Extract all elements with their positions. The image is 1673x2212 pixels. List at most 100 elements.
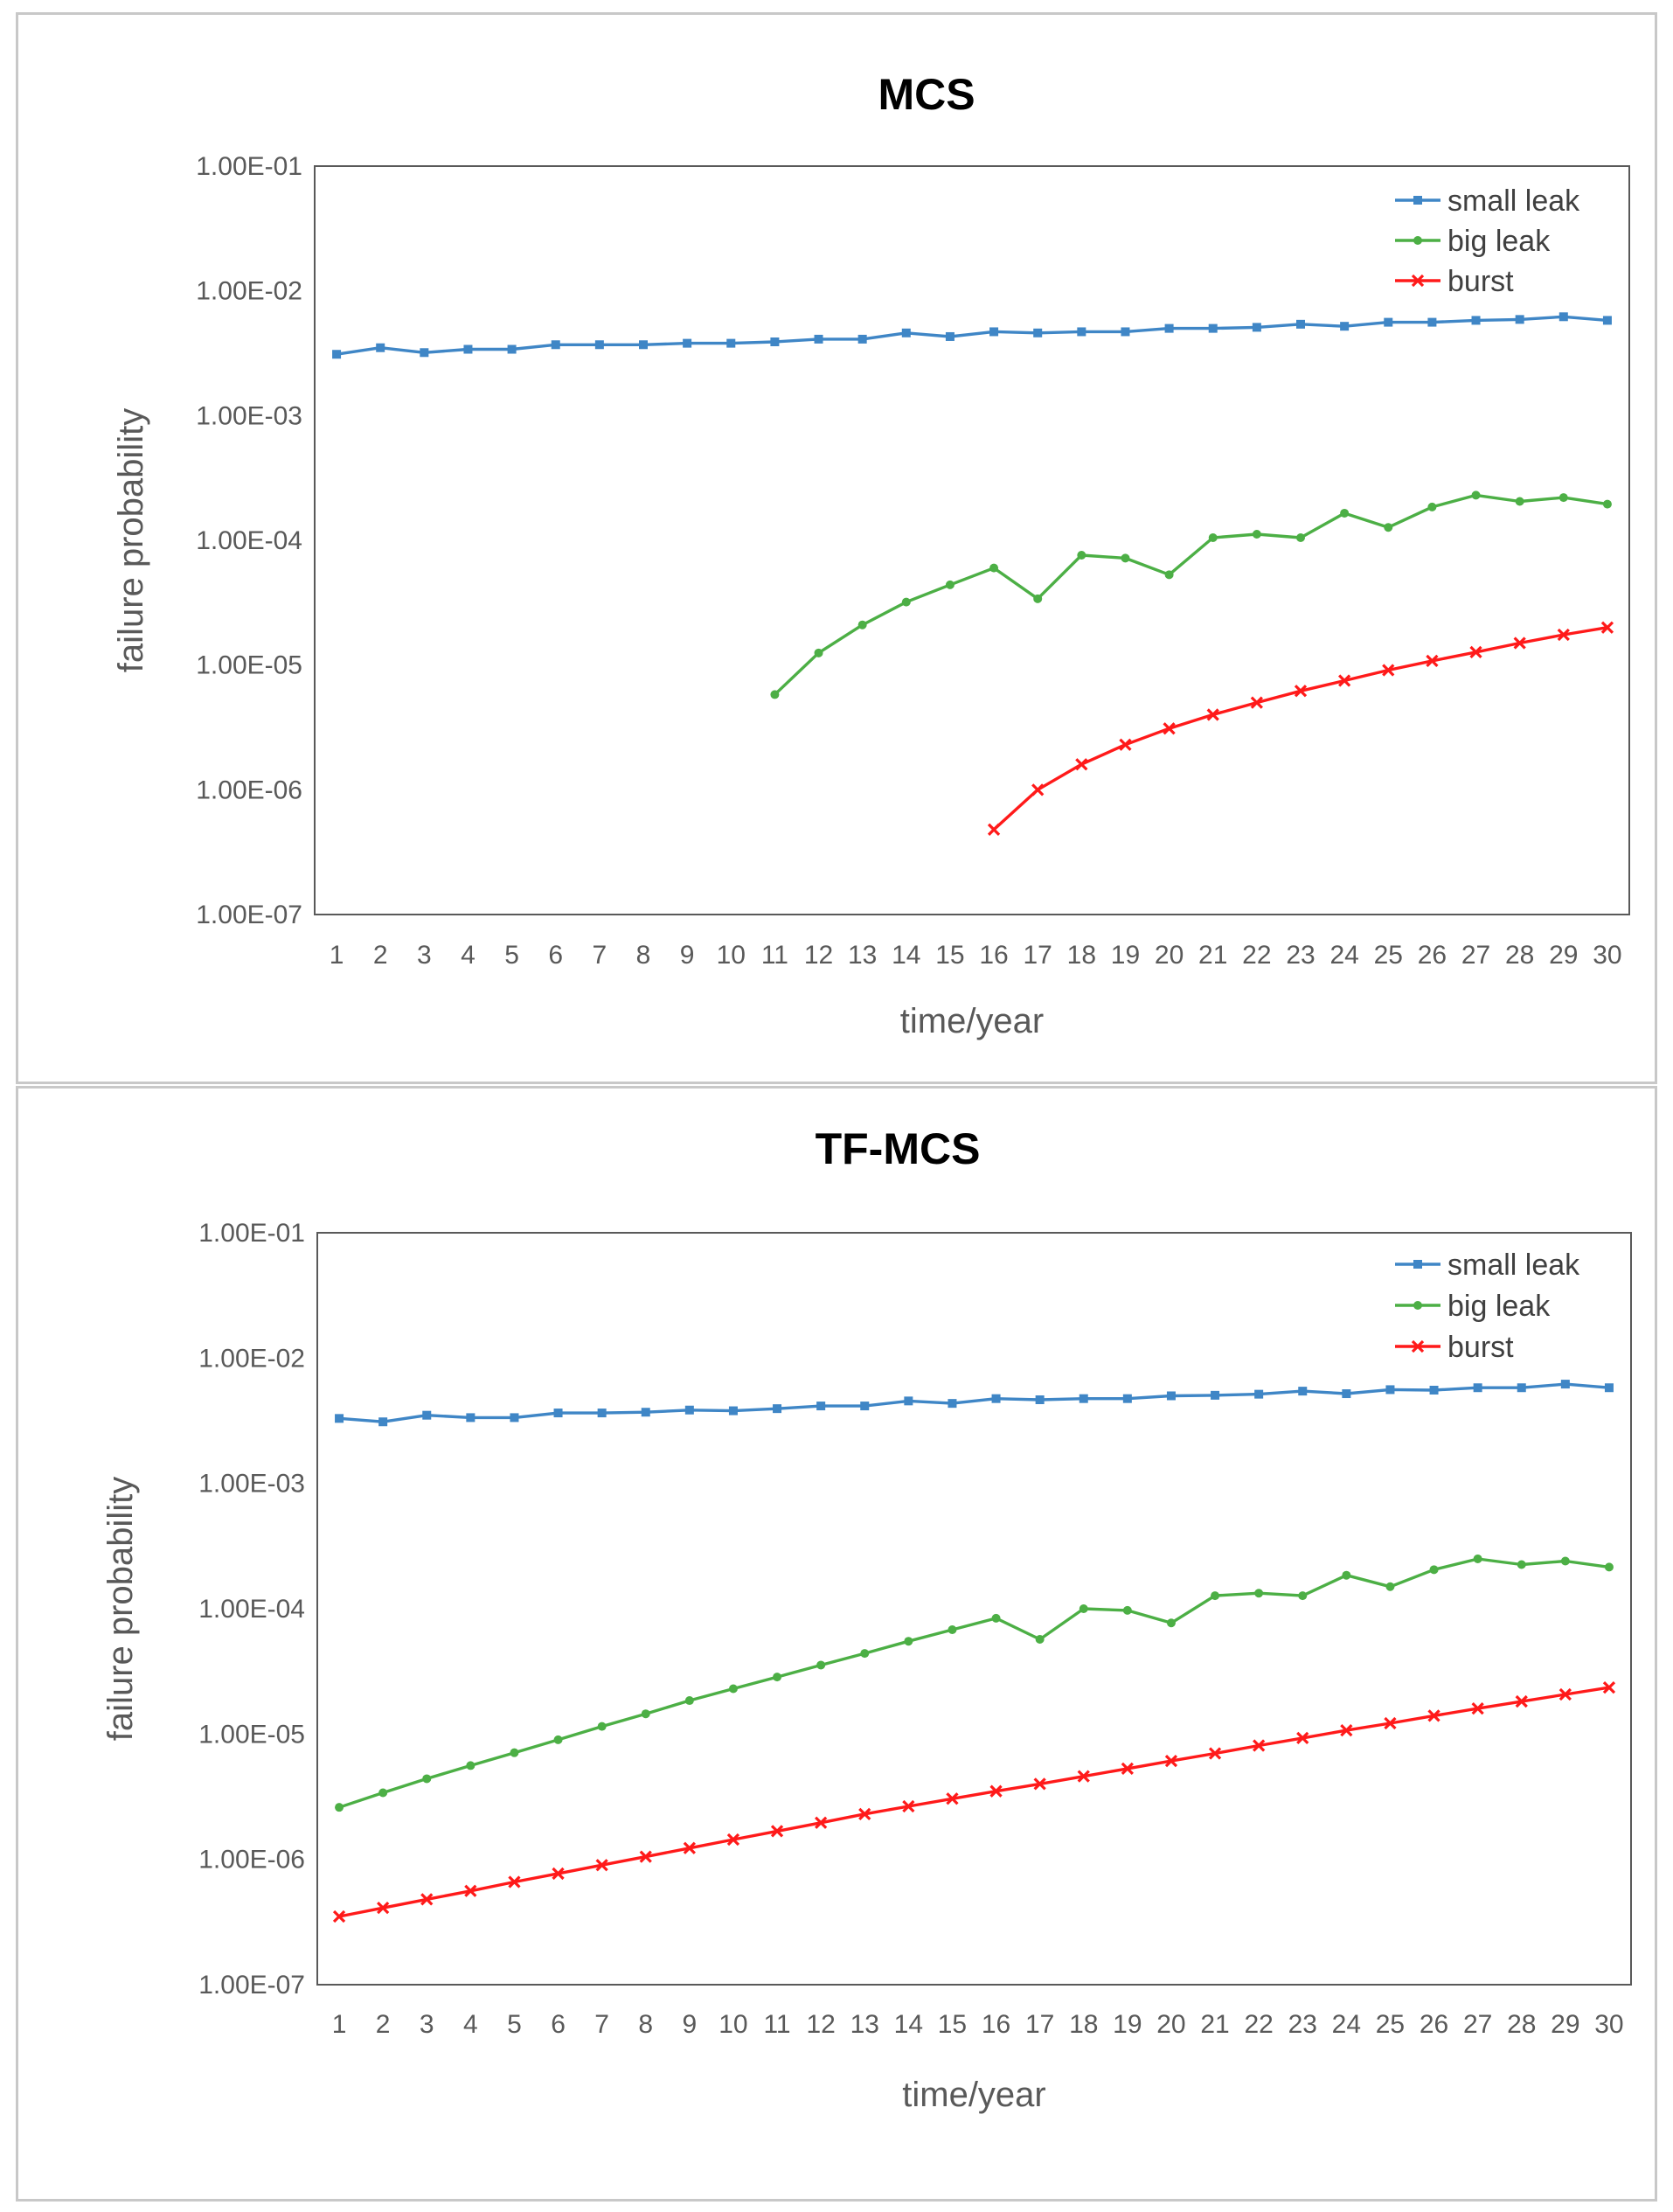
data-point-burst — [1208, 1747, 1222, 1760]
data-point-burst — [987, 823, 1001, 836]
y-tick-label: 1.00E-06 — [198, 1846, 305, 1875]
data-point-burst — [639, 1850, 652, 1863]
x-tick-label: 26 — [1418, 941, 1447, 970]
data-point-small-leak — [422, 1410, 432, 1420]
y-axis-title: failure probability — [112, 408, 150, 672]
data-point-big-leak — [991, 1613, 1001, 1623]
y-tick-label: 1.00E-03 — [198, 1470, 305, 1499]
data-point-small-leak — [420, 348, 429, 358]
data-point-big-leak — [1602, 499, 1612, 509]
data-point-big-leak — [1122, 1605, 1132, 1615]
data-point-small-leak — [1122, 1394, 1132, 1403]
data-point-big-leak — [1384, 523, 1393, 532]
chart-panel-mcs: MCS 1.00E-07 1.00E-06 1.00E-05 1.00E-04 1.00E… — [16, 12, 1657, 1084]
series-line-big-leak — [774, 493, 1608, 696]
x-tick-label: 20 — [1155, 941, 1184, 970]
y-tick-label: 1.00E-07 — [198, 1971, 305, 2000]
x-tick-label: 4 — [463, 2010, 478, 2039]
x-tick-label: 10 — [717, 941, 746, 970]
plot-area-frame — [316, 1232, 1632, 1986]
x-tick-label: 2 — [373, 941, 388, 970]
data-point-big-leak — [728, 1684, 738, 1694]
x-tick-label: 27 — [1461, 941, 1490, 970]
data-point-big-leak — [1473, 1554, 1482, 1563]
data-point-burst — [420, 1893, 434, 1906]
data-point-burst — [377, 1902, 390, 1915]
legend: small leak big leak burst — [1395, 184, 1580, 298]
data-point-burst — [1119, 738, 1132, 751]
x-tick-label: 21 — [1200, 2010, 1229, 2039]
data-point-small-leak — [1427, 317, 1437, 327]
data-point-small-leak — [1035, 1395, 1045, 1404]
data-point-big-leak — [814, 648, 823, 657]
data-point-burst — [1253, 1739, 1266, 1752]
data-point-big-leak — [1208, 532, 1218, 542]
data-point-big-leak — [1558, 493, 1568, 503]
data-point-big-leak — [553, 1735, 563, 1744]
data-point-small-leak — [553, 1409, 563, 1418]
data-point-big-leak — [1121, 553, 1130, 563]
data-point-big-leak — [1164, 570, 1174, 580]
legend-marker-big-leak — [1413, 1301, 1422, 1310]
data-point-small-leak — [597, 1409, 607, 1418]
data-point-burst — [683, 1841, 696, 1854]
series-big-leak — [335, 1554, 1614, 1812]
data-point-small-leak — [1473, 1383, 1482, 1393]
data-point-burst — [726, 1833, 740, 1847]
data-point-burst — [1427, 1709, 1440, 1722]
x-tick-label: 17 — [1024, 941, 1052, 970]
x-tick-label: 14 — [894, 2010, 923, 2039]
data-point-burst — [1163, 722, 1176, 735]
data-point-small-leak — [1254, 1389, 1264, 1399]
data-point-big-leak — [1342, 1570, 1351, 1580]
data-point-small-leak — [1385, 1385, 1395, 1395]
x-tick-label: 5 — [504, 941, 519, 970]
data-point-big-leak — [641, 1709, 650, 1719]
x-tick-label: 13 — [850, 2010, 879, 2039]
data-point-small-leak — [594, 340, 604, 350]
data-point-big-leak — [770, 690, 780, 699]
data-point-big-leak — [857, 620, 867, 630]
data-point-small-leak — [1602, 316, 1612, 325]
x-tick-label: 5 — [507, 2010, 522, 2039]
data-point-big-leak — [1077, 551, 1086, 560]
series-burst — [987, 621, 1614, 836]
x-tick-label: 16 — [979, 941, 1008, 970]
data-point-big-leak — [1427, 502, 1437, 511]
data-point-small-leak — [1340, 322, 1350, 331]
data-point-small-leak — [1384, 317, 1393, 327]
data-point-small-leak — [510, 1413, 519, 1422]
data-point-small-leak — [463, 344, 473, 354]
plot-area-frame — [314, 165, 1630, 915]
data-point-burst — [902, 1799, 915, 1813]
chart-title: MCS — [878, 70, 975, 119]
data-point-big-leak — [1385, 1582, 1395, 1591]
data-point-small-leak — [1079, 1394, 1088, 1403]
data-point-burst — [1426, 654, 1439, 668]
y-tick-label: 1.00E-01 — [196, 152, 302, 181]
data-point-small-leak — [335, 1414, 344, 1423]
data-point-small-leak — [641, 1408, 650, 1417]
x-tick-label: 11 — [761, 941, 788, 970]
data-point-small-leak — [639, 340, 648, 350]
data-point-small-leak — [1296, 319, 1305, 329]
x-tick-label: 4 — [461, 941, 476, 970]
chart-mcs: MCS 1.00E-07 1.00E-06 1.00E-05 1.00E-04 1.00E… — [112, 70, 1630, 1040]
data-point-big-leak — [597, 1722, 607, 1731]
series-line-small-leak — [338, 1382, 1610, 1423]
data-point-burst — [332, 1909, 346, 1923]
data-point-small-leak — [904, 1396, 913, 1406]
x-tick-label: 12 — [804, 941, 833, 970]
legend-marker-small-leak — [1413, 196, 1422, 205]
data-point-small-leak — [1166, 1391, 1176, 1401]
x-tick-label: 17 — [1025, 2010, 1054, 2039]
y-tick-label: 1.00E-03 — [196, 401, 302, 430]
x-tick-label: 13 — [848, 941, 877, 970]
data-point-big-leak — [989, 563, 999, 573]
data-point-small-leak — [1429, 1385, 1439, 1395]
data-point-small-leak — [770, 337, 780, 347]
x-tick-label: 2 — [376, 2010, 391, 2039]
data-point-big-leak — [904, 1637, 913, 1646]
series-line-burst — [992, 626, 1608, 831]
series-line-big-leak — [338, 1557, 1610, 1809]
